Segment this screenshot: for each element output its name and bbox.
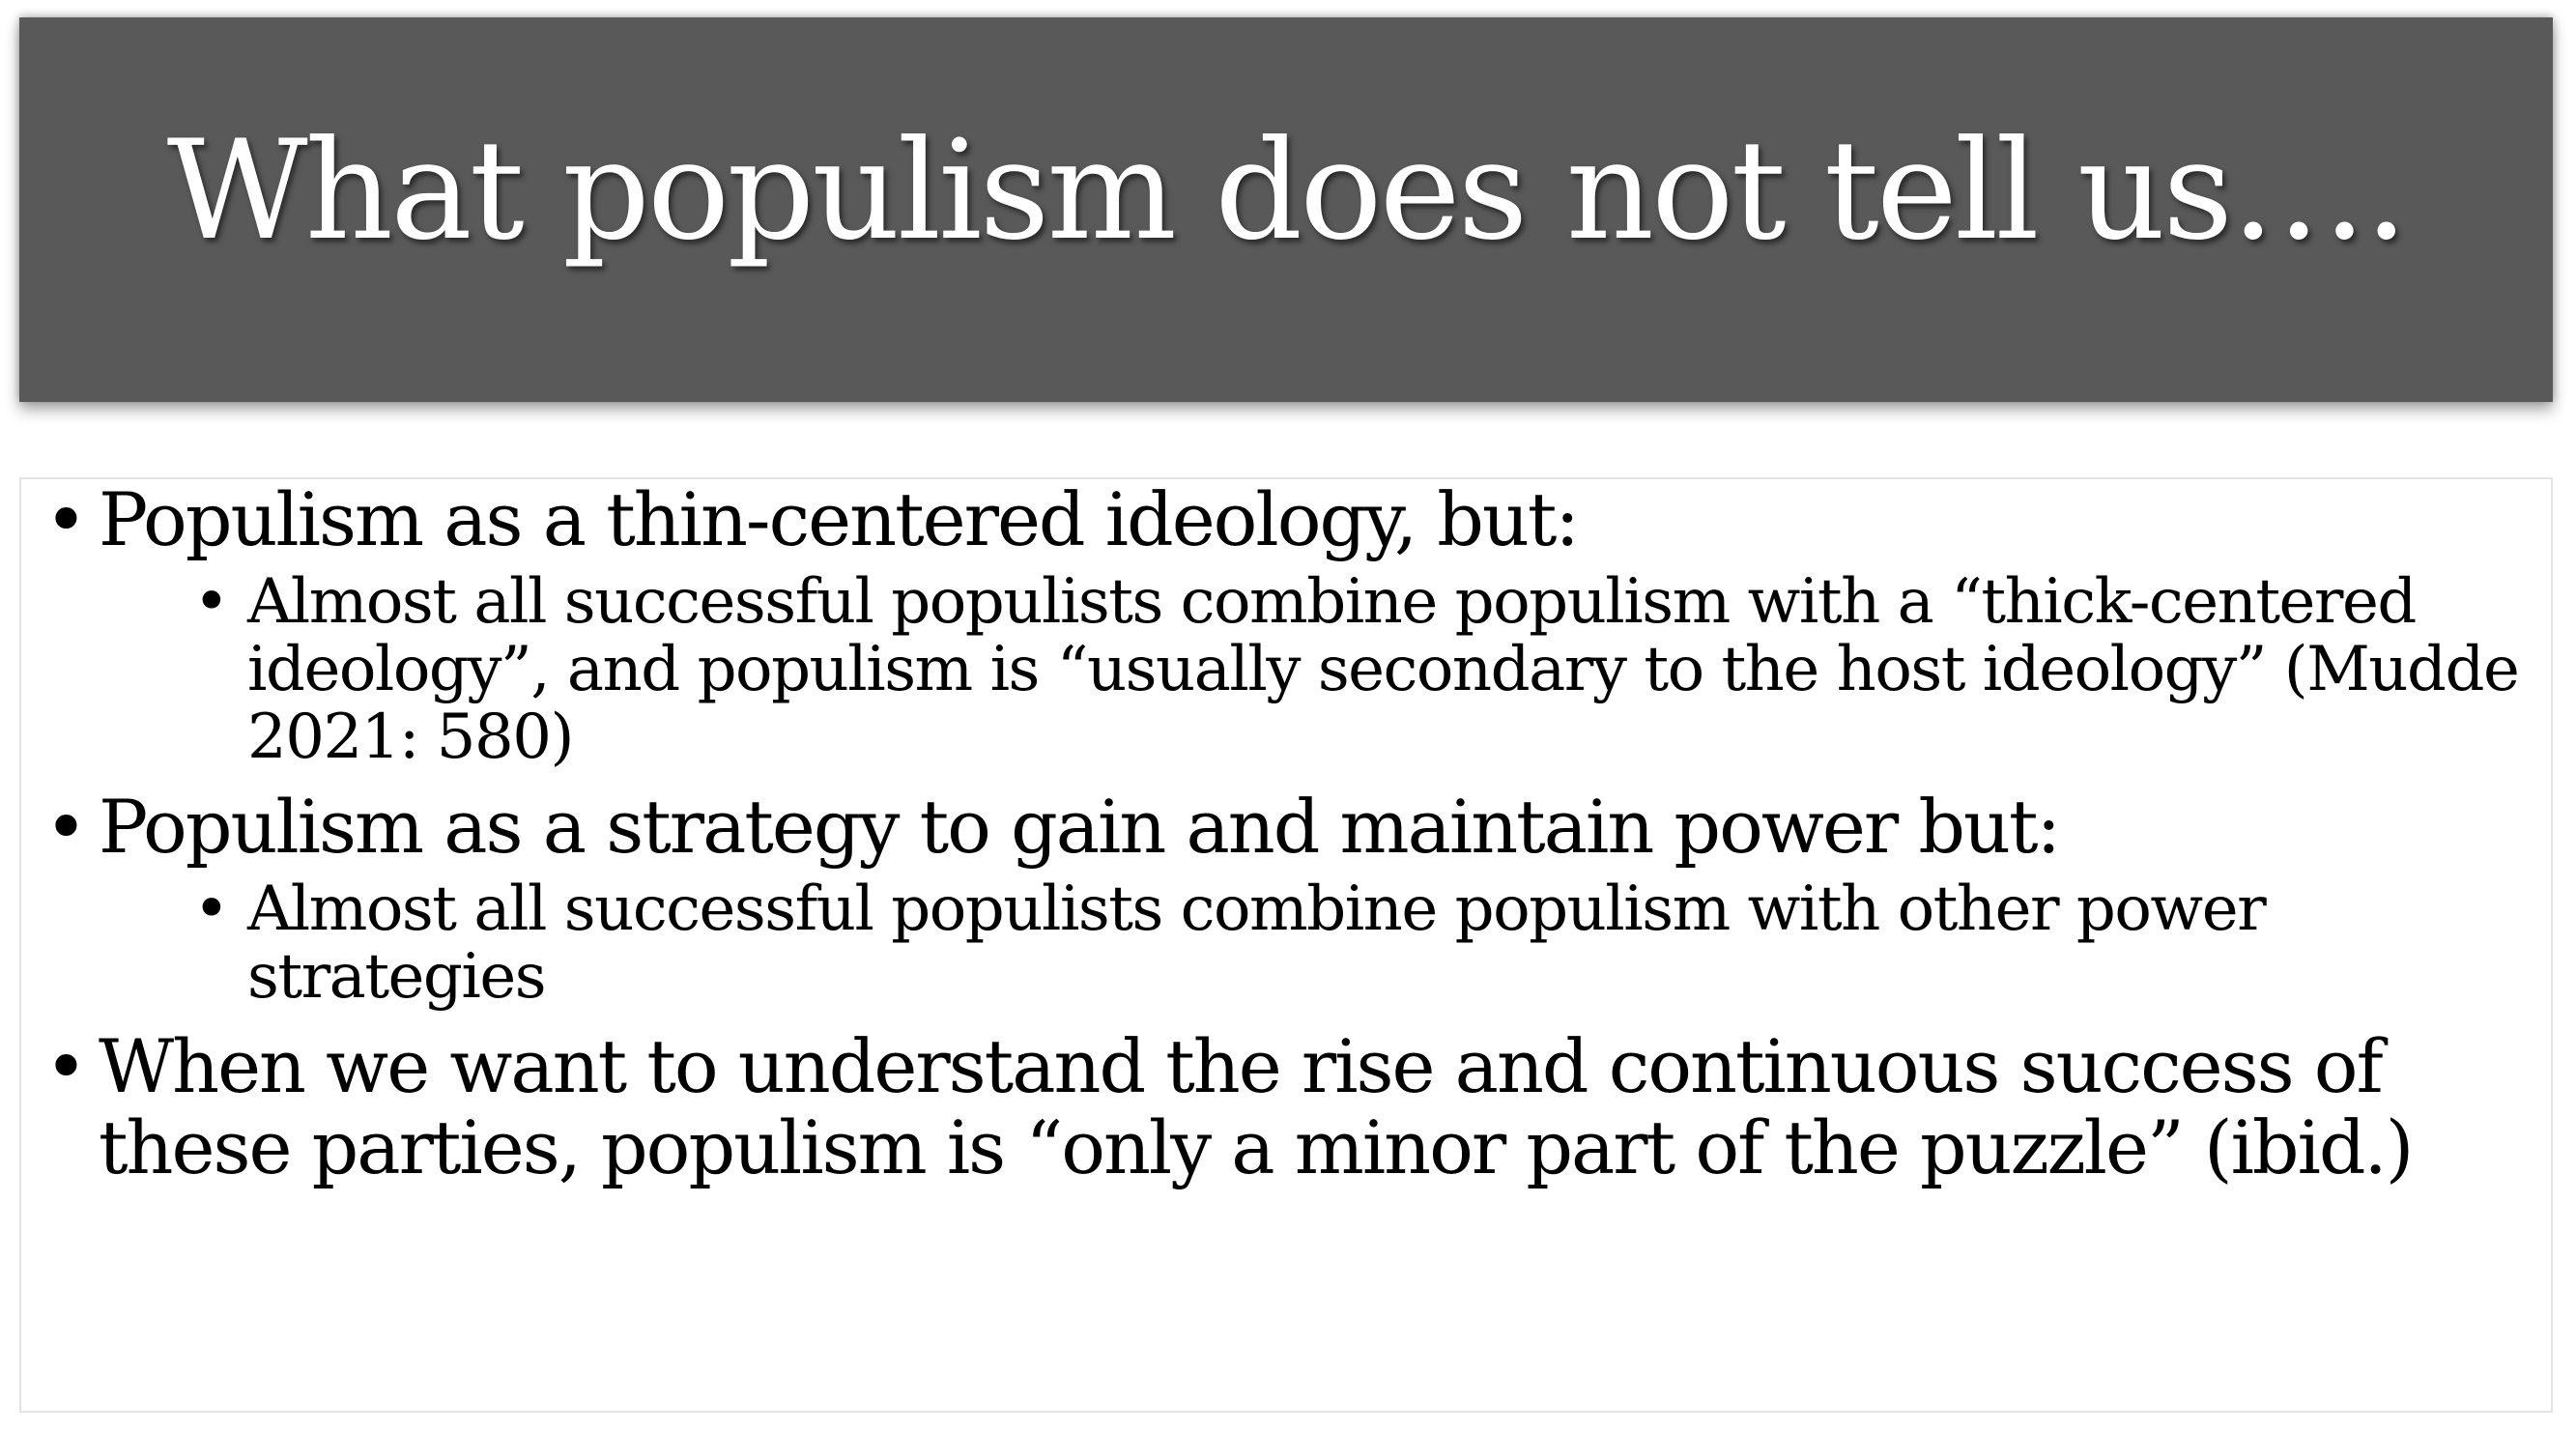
bullet-text: Populism as a strategy to gain and maint… bbox=[99, 784, 2061, 870]
bullet-item: • Populism as a thin-centered ideology, … bbox=[41, 476, 2543, 772]
sub-bullet-text: Almost all successful populists combine … bbox=[247, 566, 2520, 773]
bullet-item: • When we want to understand the rise an… bbox=[41, 1026, 2543, 1189]
sub-bullet-list: • Almost all successful populists combin… bbox=[99, 568, 2543, 771]
sub-bullet-item: • Almost all successful populists combin… bbox=[99, 568, 2543, 771]
sub-bullet-text: Almost all successful populists combine … bbox=[247, 874, 2267, 1013]
bullet-glyph: • bbox=[44, 476, 88, 562]
bullet-glyph: • bbox=[44, 784, 88, 870]
sub-bullet-glyph: • bbox=[193, 874, 230, 945]
bullet-text: When we want to understand the rise and … bbox=[99, 1023, 2414, 1190]
bullet-list: • Populism as a thin-centered ideology, … bbox=[41, 479, 2543, 1189]
sub-bullet-item: • Almost all successful populists combin… bbox=[99, 875, 2543, 1011]
sub-bullet-list: • Almost all successful populists combin… bbox=[99, 875, 2543, 1011]
slide-title: What populism does not tell us…. bbox=[166, 110, 2409, 271]
bullet-item: • Populism as a strategy to gain and mai… bbox=[41, 784, 2543, 1012]
sub-bullet-glyph: • bbox=[193, 566, 230, 638]
bullet-text: Populism as a thin-centered ideology, bu… bbox=[99, 476, 1580, 562]
bullet-glyph: • bbox=[44, 1023, 88, 1109]
content-box bbox=[19, 477, 2553, 1413]
title-bar: What populism does not tell us…. bbox=[19, 17, 2553, 402]
